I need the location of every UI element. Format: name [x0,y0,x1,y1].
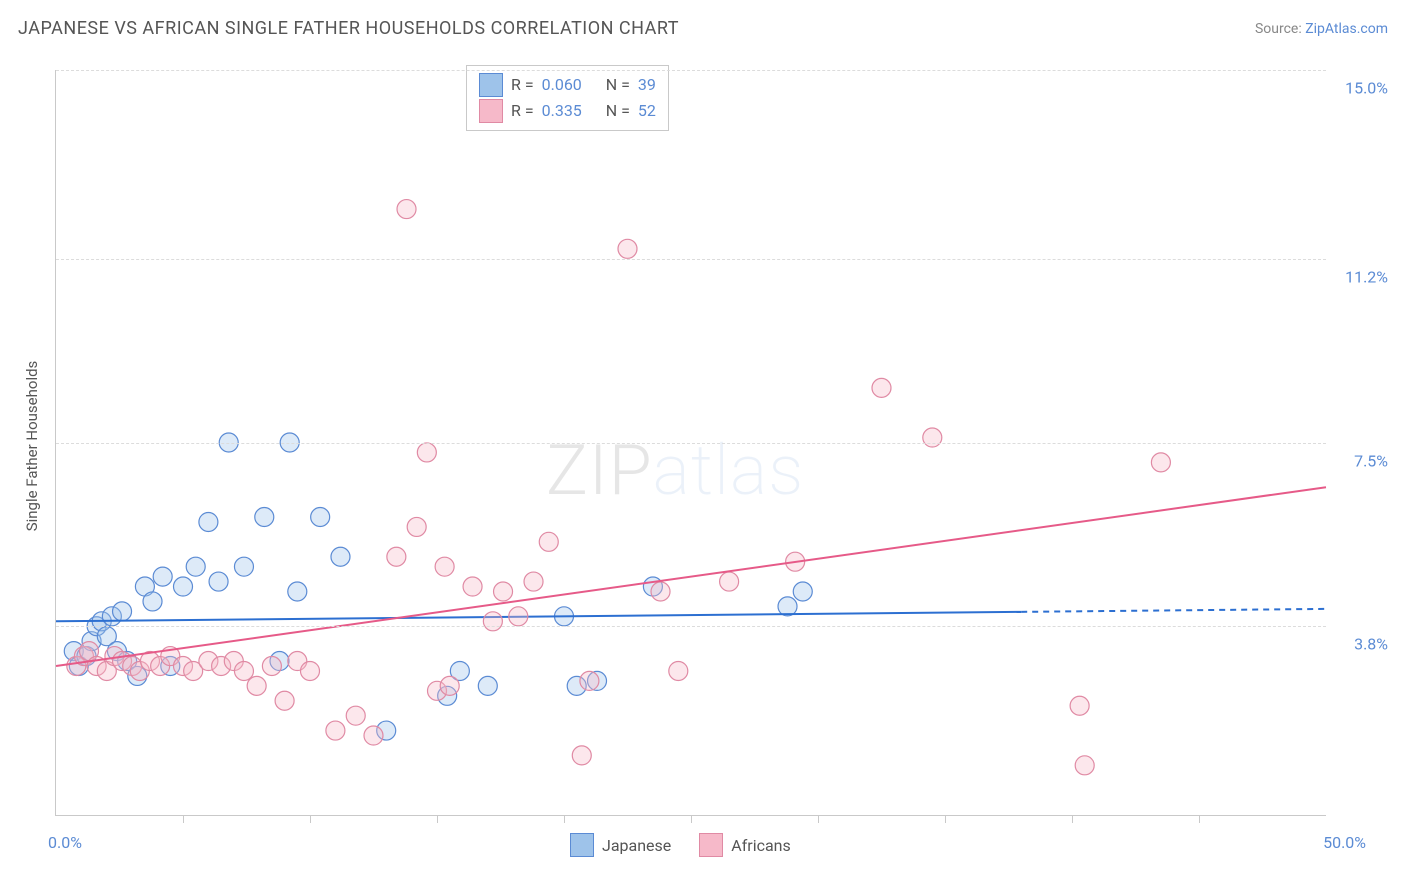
data-point [494,582,513,601]
data-point [288,582,307,601]
data-point [778,597,797,616]
y-tick-label: 3.8% [1354,635,1388,654]
data-point [153,567,172,586]
stat-r-value: 0.060 [542,72,582,98]
x-tick [691,815,692,823]
stat-n-label: N = [606,98,630,124]
data-point [1070,696,1089,715]
data-point [311,508,330,527]
data-point [247,676,266,695]
data-point [199,512,218,531]
legend-item-label: Japanese [602,836,671,855]
data-point [364,726,383,745]
source-attribution: Source: ZipAtlas.com [1255,21,1388,37]
x-axis-min-label: 0.0% [48,833,82,852]
header: JAPANESE VS AFRICAN SINGLE FATHER HOUSEH… [18,18,1388,39]
data-point [580,671,599,690]
x-tick [310,815,311,823]
data-point [209,572,228,591]
data-point [255,508,274,527]
data-point [407,517,426,536]
legend-swatch-icon [570,833,594,857]
data-point [435,557,454,576]
y-tick-label: 11.2% [1345,267,1388,286]
data-point [872,378,891,397]
legend-swatch-icon [479,73,503,97]
data-point [113,602,132,621]
data-point [346,706,365,725]
x-tick [945,815,946,823]
legend-item-label: Africans [731,836,790,855]
stat-n-value: 52 [638,98,656,124]
x-tick [818,815,819,823]
trend-line [56,612,1021,621]
gridline [56,259,1326,260]
data-point [463,577,482,596]
legend-item: Japanese [570,833,671,857]
data-point [524,572,543,591]
y-axis-title: Single Father Households [23,361,41,532]
data-point [720,572,739,591]
chart-title: JAPANESE VS AFRICAN SINGLE FATHER HOUSEH… [18,18,679,39]
data-point [143,592,162,611]
stat-r-value: 0.335 [542,98,582,124]
data-point [509,607,528,626]
x-tick [564,815,565,823]
data-point [651,582,670,601]
data-point [478,676,497,695]
legend-item: Africans [699,833,790,857]
data-point [275,691,294,710]
data-point [186,557,205,576]
data-point [618,239,637,258]
source-link[interactable]: ZipAtlas.com [1305,21,1388,37]
data-point [923,428,942,447]
source-label: Source: [1255,21,1302,37]
stat-r-label: R = [511,98,534,124]
x-tick [1199,815,1200,823]
data-point [1075,756,1094,775]
data-point [234,661,253,680]
legend-swatch-icon [479,99,503,123]
data-point [262,657,281,676]
x-tick [437,815,438,823]
plot-area: ZIPatlas R = 0.060 N = 39 R = 0.335 N = … [55,70,1326,816]
data-point [539,532,558,551]
trend-line-dashed [1021,609,1326,612]
gridline [56,443,1326,444]
x-axis-max-label: 50.0% [1323,833,1366,852]
data-point [572,746,591,765]
data-point [483,612,502,631]
y-tick-label: 15.0% [1345,79,1388,98]
y-tick-label: 7.5% [1354,451,1388,470]
data-point [440,676,459,695]
stats-legend-row: R = 0.335 N = 52 [479,98,656,124]
gridline [56,626,1326,627]
stat-n-label: N = [606,72,630,98]
trend-line [56,487,1326,666]
data-point [793,582,812,601]
stat-r-label: R = [511,72,534,98]
stats-legend: R = 0.060 N = 39 R = 0.335 N = 52 [466,65,669,131]
x-tick [1072,815,1073,823]
data-point [234,557,253,576]
data-point [669,661,688,680]
data-point [331,547,350,566]
gridline [56,70,1326,71]
series-legend: Japanese Africans [570,833,791,857]
data-point [387,547,406,566]
stats-legend-row: R = 0.060 N = 39 [479,72,656,98]
stat-n-value: 39 [638,72,656,98]
data-point [1151,453,1170,472]
data-point [417,443,436,462]
x-tick [183,815,184,823]
data-point [326,721,345,740]
data-point [174,577,193,596]
data-point [301,661,320,680]
legend-swatch-icon [699,833,723,857]
data-point [397,200,416,219]
